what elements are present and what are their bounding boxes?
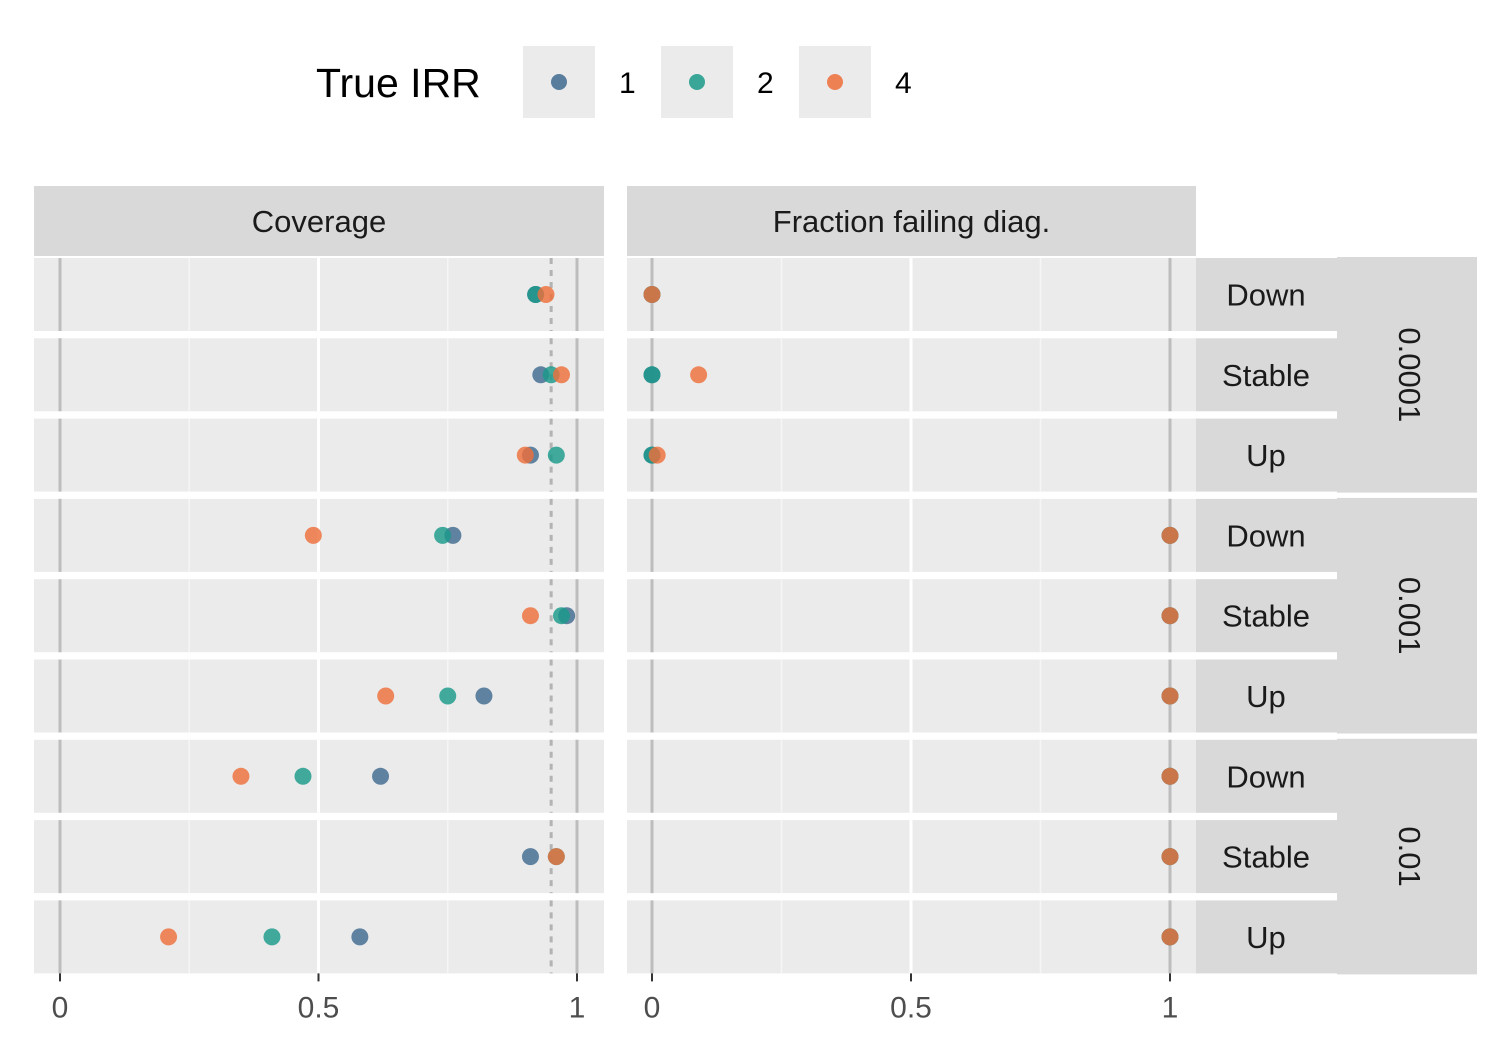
point-series-4: [648, 446, 666, 464]
panel-title-1: Fraction failing diag.: [773, 204, 1050, 239]
row-strip: [1196, 659, 1337, 733]
point-series-4: [304, 526, 322, 544]
point-series-4: [1161, 767, 1179, 785]
row-strip: [1196, 820, 1337, 894]
point-series-4: [1161, 848, 1179, 866]
row-strip: [1196, 498, 1337, 572]
legend: True IRR 1 2 4: [316, 46, 912, 118]
row-strip-label: Stable: [1222, 358, 1310, 393]
row-strip-label: Down: [1226, 278, 1305, 313]
point-series-2: [434, 526, 452, 544]
legend-marker-4: [827, 74, 843, 90]
point-series-4: [1161, 928, 1179, 946]
x-tick-label: 0.5: [298, 991, 340, 1024]
group-strip-label: 0.001: [1392, 577, 1427, 655]
point-series-4: [1161, 526, 1179, 544]
row-strip-label: Up: [1246, 679, 1286, 714]
x-tick-label: 1: [1162, 991, 1179, 1024]
row-strip-label: Stable: [1222, 599, 1310, 634]
panel-coverage: [34, 258, 604, 974]
point-series-1: [372, 767, 390, 785]
row-strip: [1196, 418, 1337, 492]
legend-title: True IRR: [316, 60, 481, 106]
panel-strip-1: [627, 186, 1196, 256]
row-strip: [1196, 739, 1337, 813]
point-series-2: [263, 928, 281, 946]
legend-marker-2: [689, 74, 705, 90]
point-series-4: [1161, 687, 1179, 705]
point-series-4: [516, 446, 534, 464]
point-series-4: [537, 286, 555, 303]
row-strip-label: Up: [1246, 438, 1286, 473]
point-series-2: [439, 687, 457, 705]
point-series-4: [643, 286, 661, 303]
point-series-4: [377, 687, 395, 705]
point-series-2: [547, 446, 565, 464]
point-series-4: [160, 928, 178, 946]
row-strip: [1196, 579, 1337, 653]
x-tick-label: 0: [52, 991, 69, 1024]
row-strip-label: Down: [1226, 518, 1305, 553]
legend-marker-1: [551, 74, 567, 90]
legend-items: 1 2 4: [523, 46, 912, 118]
group-strip: [1337, 257, 1477, 493]
row-strip: [1196, 258, 1337, 331]
point-series-2: [294, 767, 312, 785]
row-strip: [1196, 900, 1337, 974]
point-series-4: [521, 607, 539, 625]
panel-fraction-failing: [627, 258, 1196, 974]
point-series-1: [521, 848, 539, 866]
point-series-4: [552, 366, 570, 384]
point-series-4: [1161, 607, 1179, 625]
strips: Coverage Fraction failing diag. Down Stable…: [34, 186, 1477, 975]
panel-title-0: Coverage: [252, 204, 386, 239]
x-tick-label: 0: [644, 991, 661, 1024]
point-series-4: [690, 366, 708, 384]
point-series-2: [643, 366, 661, 384]
point-series-1: [351, 928, 369, 946]
row-strip-label: Up: [1246, 920, 1286, 955]
group-strip: [1337, 738, 1477, 975]
x-tick-label: 1: [569, 991, 586, 1024]
panel-strip-0: [34, 186, 604, 256]
point-series-4: [547, 848, 565, 866]
x-tick-label: 0.5: [890, 991, 932, 1024]
point-series-2: [552, 607, 570, 625]
point-series-4: [232, 767, 250, 785]
row-strip: [1196, 338, 1337, 412]
row-strip-label: Down: [1226, 759, 1305, 794]
group-strip: [1337, 497, 1477, 734]
axes: 0 0.5 1 0 0.5 1: [52, 973, 1179, 1024]
group-strip-label: 0.01: [1392, 826, 1427, 886]
group-strip-label: 0.0001: [1392, 327, 1427, 422]
legend-label-4: 4: [895, 67, 912, 100]
legend-label-2: 2: [757, 67, 774, 100]
panels: [34, 258, 1196, 974]
legend-label-1: 1: [619, 67, 636, 100]
row-strip-label: Stable: [1222, 840, 1310, 875]
point-series-1: [475, 687, 493, 705]
